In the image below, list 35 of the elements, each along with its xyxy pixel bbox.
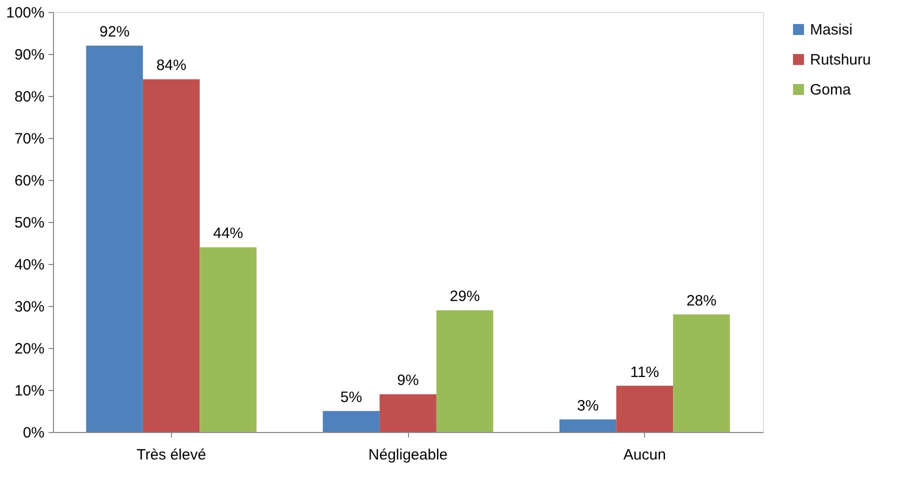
x-tick-label: Aucun [623,446,666,464]
data-label: 11% [630,364,660,381]
data-label: 3% [577,397,599,414]
y-tick-label: 100% [6,4,44,22]
bar [380,394,436,432]
bar [673,314,730,432]
data-label: 92% [100,24,130,41]
y-tick-label: 30% [14,298,44,316]
bar [616,386,674,432]
y-tick-label: 70% [14,130,44,148]
data-label: 44% [213,225,244,242]
bar [559,419,616,432]
x-tick-label: Négligeable [368,446,448,464]
data-label: 9% [397,372,419,390]
y-tick-label: 40% [14,256,44,274]
legend-label: Goma [810,82,852,98]
legend-label: Rutshuru [810,52,871,68]
legend-label: Masisi [810,22,853,38]
y-tick-label: 80% [14,88,44,106]
y-tick-label: 0% [22,424,44,442]
y-tick-label: 50% [14,214,44,232]
bar [142,79,200,432]
data-label: 84% [156,57,186,74]
bar [436,310,494,432]
data-label: 28% [686,292,716,310]
bar [322,411,380,432]
data-label: 5% [340,389,362,406]
y-tick-label: 60% [14,172,44,190]
y-tick-label: 20% [14,340,44,358]
y-tick-label: 90% [14,46,44,64]
bar [86,46,143,432]
y-tick-label: 10% [14,382,44,400]
data-label: 29% [450,288,480,306]
bar [200,247,257,432]
x-tick-label: Très élevé [136,446,206,464]
